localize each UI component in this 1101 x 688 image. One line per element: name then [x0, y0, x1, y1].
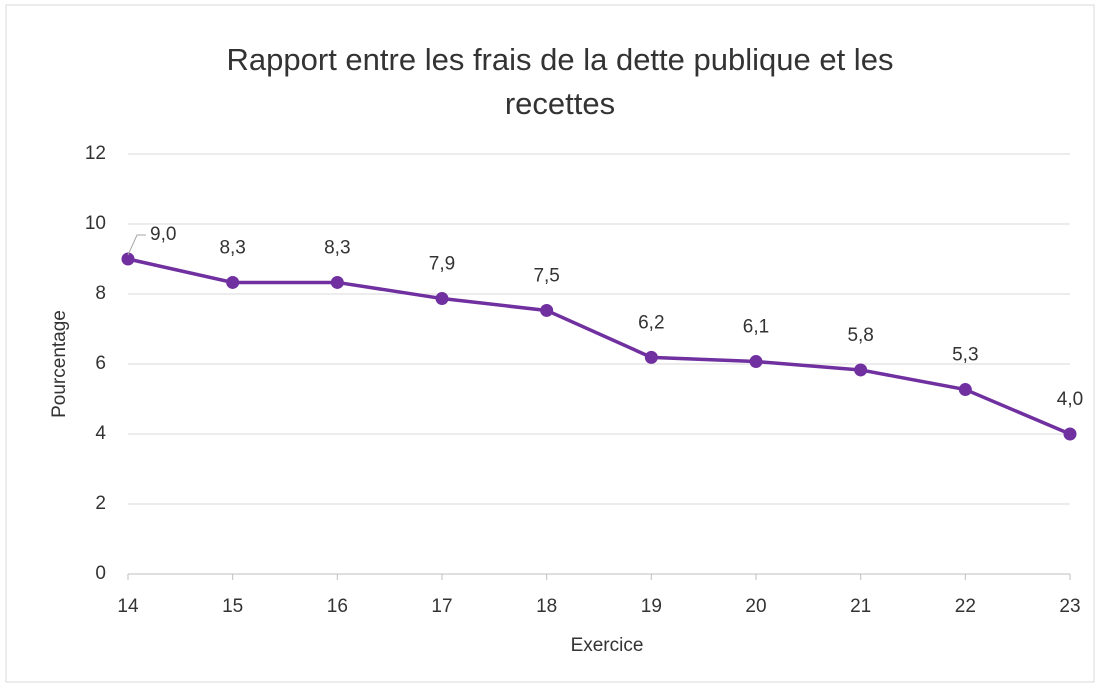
chart-title: Rapport entre les frais de la dette publ…: [226, 42, 894, 121]
x-tick-label: 19: [641, 596, 662, 617]
data-label: 5,8: [847, 325, 873, 346]
data-point: [854, 363, 868, 377]
chart-border: [5, 4, 1095, 683]
data-label: 8,3: [219, 237, 245, 258]
data-point: [540, 303, 554, 317]
data-point: [226, 275, 240, 289]
x-tick-label: 17: [431, 596, 452, 617]
data-point: [330, 275, 344, 289]
data-point: [644, 350, 658, 364]
x-tick-label: 23: [1059, 596, 1080, 617]
data-label: 5,3: [952, 345, 978, 366]
data-label: 6,1: [743, 317, 769, 338]
data-label: 7,9: [429, 254, 455, 275]
data-label: 7,5: [533, 265, 559, 286]
x-tick-label: 21: [850, 596, 871, 617]
y-tick-label: 12: [85, 143, 106, 164]
data-label: 6,2: [638, 312, 664, 333]
x-tick-label: 20: [745, 596, 766, 617]
x-tick-label: 15: [222, 596, 243, 617]
y-tick-label: 0: [95, 563, 106, 584]
x-tick-label: 18: [536, 596, 557, 617]
data-point: [435, 292, 449, 306]
label-leader: [127, 234, 146, 256]
y-axis-label: Pourcentage: [49, 310, 70, 418]
y-tick-label: 2: [95, 493, 106, 514]
x-axis-label: Exercice: [571, 635, 644, 656]
y-tick-label: 6: [95, 353, 106, 374]
data-label: 8,3: [324, 237, 350, 258]
data-point: [1063, 427, 1077, 441]
series-line: [127, 257, 1071, 436]
data-point: [121, 252, 135, 266]
y-tick-label: 8: [95, 283, 106, 304]
x-tick-label: 14: [117, 596, 139, 617]
x-tick-label: 22: [955, 596, 976, 617]
y-tick-label: 4: [95, 423, 106, 444]
data-label: 9,0: [150, 224, 176, 245]
data-point: [749, 355, 763, 369]
x-tick-label: 16: [327, 596, 348, 617]
data-label: 4,0: [1057, 389, 1083, 410]
data-point: [958, 383, 972, 397]
y-tick-label: 10: [85, 213, 106, 234]
